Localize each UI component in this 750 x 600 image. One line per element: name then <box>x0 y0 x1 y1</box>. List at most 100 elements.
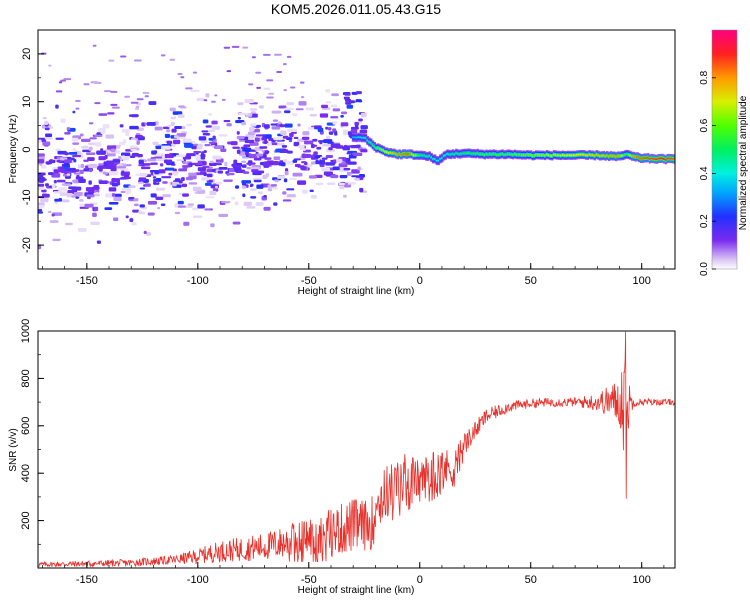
spectrogram-cell <box>96 240 101 244</box>
spectrogram-cell <box>332 108 341 112</box>
spectrogram-cell <box>590 154 593 156</box>
spectrogram-cell <box>497 153 501 156</box>
spectrogram-cell <box>421 154 424 157</box>
spectrogram-cell <box>364 137 368 139</box>
spectrogram-cell <box>38 245 42 250</box>
spectrogram-cell <box>350 144 360 149</box>
spectrogram-cell <box>77 164 82 169</box>
spectrogram-cell <box>200 154 206 158</box>
spectrogram-cell <box>345 101 352 105</box>
spectrogram-cell <box>424 155 428 158</box>
spectrogram-cell <box>253 179 262 183</box>
spectrogram-cell <box>283 110 291 114</box>
spectrogram-cell <box>465 152 469 155</box>
spectrogram-cell <box>112 159 121 163</box>
spectrogram-cell <box>48 64 52 67</box>
spectrogram-cell <box>249 123 257 127</box>
spectrogram-cell <box>359 187 364 193</box>
spectrogram-cell <box>451 152 455 155</box>
spectrogram-cell <box>258 191 263 195</box>
spectrogram-cell <box>158 169 166 174</box>
spectrogram-cell <box>153 178 158 183</box>
spectrogram-cell <box>266 142 272 146</box>
spectrogram-cell <box>163 159 173 164</box>
spectrogram-cell <box>203 99 208 102</box>
spectrogram-cell <box>267 188 273 192</box>
spectrogram-cell <box>579 153 582 156</box>
spectrogram-cell <box>382 149 385 152</box>
spectrogram-x-tick-label: -50 <box>301 275 317 287</box>
spectrogram-cell <box>387 152 391 154</box>
spectrogram-cell <box>597 154 600 157</box>
spectrogram-cell <box>284 123 293 128</box>
spectrogram-cell <box>282 191 287 195</box>
spectrogram-cell <box>511 153 515 156</box>
spectrogram-cell <box>100 131 106 135</box>
spectrogram-cell <box>360 125 368 130</box>
spectrogram-cell <box>41 189 47 193</box>
spectrogram-cell <box>634 156 637 158</box>
spectrogram-cell <box>144 95 149 98</box>
spectrogram-cell <box>325 154 334 158</box>
spectrogram-cell <box>301 136 310 140</box>
spectrogram-cell <box>293 141 300 147</box>
spectrogram-cell <box>110 103 118 106</box>
spectrogram-cell <box>403 152 407 155</box>
spectrogram-cell <box>73 172 82 175</box>
spectrogram-cell <box>150 193 157 198</box>
spectrogram-cell <box>75 176 84 180</box>
spectrogram-cell <box>92 212 97 217</box>
spectrogram-cell <box>60 192 69 197</box>
spectrogram-cell <box>78 178 86 183</box>
spectrogram-cell <box>45 161 53 165</box>
spectrogram-cell <box>419 154 423 157</box>
spectrogram-cell <box>535 153 538 156</box>
snr-x-tick-label: 0 <box>417 574 423 586</box>
spectrogram-x-tick-label: 50 <box>525 275 537 287</box>
spectrogram-cell <box>172 181 177 187</box>
spectrogram-cell <box>439 158 442 160</box>
spectrogram-cell <box>205 196 215 199</box>
spectrogram-cell <box>88 122 94 125</box>
colorbar-tick-label: 0.8 <box>699 70 710 84</box>
spectrogram-cell <box>183 144 190 148</box>
spectrogram-cell <box>282 199 292 202</box>
spectrogram-cell <box>162 126 170 130</box>
spectrogram-cell <box>173 135 179 139</box>
spectrogram-cell <box>291 131 297 134</box>
spectrogram-cell <box>118 156 122 159</box>
spectrogram-cell <box>350 129 358 133</box>
spectrogram-x-tick-label: -150 <box>76 275 98 287</box>
spectrogram-cell <box>595 153 598 156</box>
spectrogram-cell <box>352 136 355 139</box>
spectrogram-cell <box>177 114 185 118</box>
spectrogram-cell <box>326 182 336 186</box>
spectrogram-cell <box>232 146 240 149</box>
spectrogram-cell <box>277 176 285 179</box>
spectrogram-cell <box>259 105 264 109</box>
spectrogram-cell <box>292 159 298 163</box>
spectrogram-cell <box>84 203 94 208</box>
spectrogram-x-tick-label: 0 <box>417 275 423 287</box>
spectrogram-cell <box>38 187 45 191</box>
spectrogram-cell <box>330 104 338 108</box>
spectrogram-cell <box>42 141 51 146</box>
spectrogram-cell <box>244 98 255 104</box>
spectrogram-cell <box>492 152 495 155</box>
spectrogram-y-tick-label: 0 <box>21 146 33 152</box>
spectrogram-cell <box>448 153 451 156</box>
spectrogram-cell <box>250 196 257 199</box>
spectrogram-cell <box>81 145 89 149</box>
spectrogram-cell <box>38 139 42 143</box>
spectrogram-cell <box>259 146 268 149</box>
spectrogram-cell <box>467 152 471 154</box>
spectrogram-cell <box>533 154 536 157</box>
spectrogram-cell <box>88 146 93 151</box>
spectrogram-cell <box>412 154 416 157</box>
spectrogram-cell <box>264 139 268 145</box>
spectrogram-cell <box>51 173 61 178</box>
spectrogram-cell <box>622 154 625 157</box>
spectrogram-cell <box>155 187 166 191</box>
spectrogram-cell <box>602 154 606 157</box>
spectrogram-cell <box>73 191 83 197</box>
